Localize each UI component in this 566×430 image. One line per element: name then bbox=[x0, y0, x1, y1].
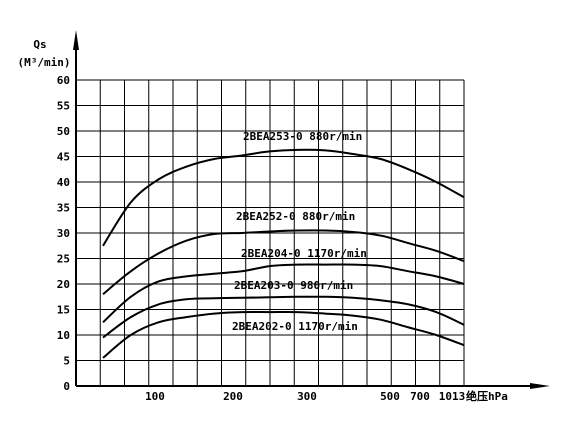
y-tick-label: 45 bbox=[57, 151, 70, 164]
x-tick-label: 1013 bbox=[439, 390, 466, 403]
x-axis-label: 绝压hPa bbox=[466, 389, 508, 403]
x-tick-label: 700 bbox=[410, 390, 430, 403]
y-axis-label: Qs bbox=[33, 38, 46, 51]
y-tick-label: 60 bbox=[57, 74, 70, 87]
series-curve bbox=[102, 310, 465, 359]
x-tick-label: 100 bbox=[145, 390, 165, 403]
grid bbox=[75, 79, 465, 387]
series-label: 2BEA253-0 880r/min bbox=[243, 130, 362, 143]
y-axis-arrow bbox=[73, 30, 79, 50]
series-curve bbox=[102, 295, 465, 339]
curves bbox=[102, 148, 465, 359]
x-axis-arrow bbox=[530, 383, 550, 389]
y-tick-label: 15 bbox=[57, 304, 70, 317]
y-tick-label: 35 bbox=[57, 202, 70, 215]
y-tick-label: 50 bbox=[57, 125, 70, 138]
y-tick-label: 55 bbox=[57, 100, 70, 113]
x-tick-label: 500 bbox=[380, 390, 400, 403]
axes bbox=[73, 30, 550, 389]
series-curve bbox=[102, 148, 465, 247]
series-label: 2BEA252-0 880r/min bbox=[236, 210, 355, 223]
labels: 0 5 10 15 20 25 30 35 40 45 50 55 60 100 200 300 500 700 1… bbox=[18, 38, 508, 403]
y-tick-label: 5 bbox=[63, 355, 70, 368]
series-label: 2BEA202-0 1170r/min bbox=[232, 320, 358, 333]
y-tick-label: 20 bbox=[57, 278, 70, 291]
y-axis-unit: (M³/min) bbox=[18, 56, 71, 69]
y-tick-label: 0 bbox=[63, 380, 70, 393]
series-curve bbox=[102, 229, 465, 295]
x-tick-label: 300 bbox=[297, 390, 317, 403]
y-tick-label: 30 bbox=[57, 227, 70, 240]
y-tick-label: 25 bbox=[57, 253, 70, 266]
y-tick-label: 40 bbox=[57, 176, 70, 189]
series-label: 2BEA204-0 1170r/min bbox=[241, 247, 367, 260]
series-curve bbox=[102, 263, 465, 324]
y-tick-label: 10 bbox=[57, 329, 70, 342]
x-tick-label: 200 bbox=[223, 390, 243, 403]
series-label: 2BEA203-0 980r/min bbox=[234, 279, 353, 292]
